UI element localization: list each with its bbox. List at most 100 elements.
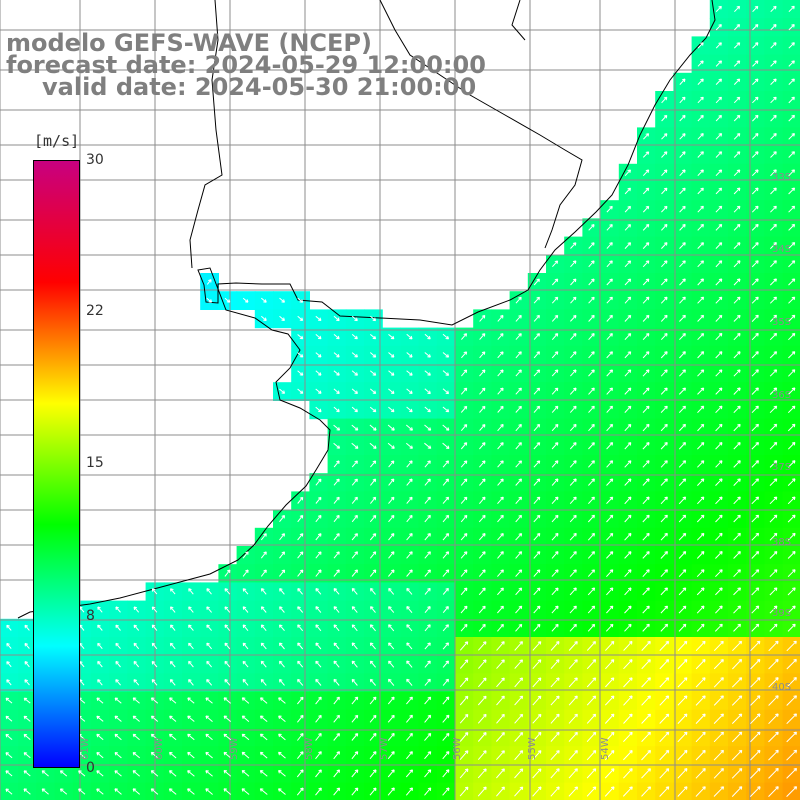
wind-arrow bbox=[479, 496, 486, 505]
wind-arrow bbox=[388, 660, 395, 668]
wind-arrow bbox=[715, 96, 722, 104]
wind-cell bbox=[600, 746, 620, 765]
wind-arrow bbox=[424, 460, 431, 468]
wind-cell bbox=[364, 509, 383, 529]
wind-arrow bbox=[660, 387, 668, 395]
wind-arrow bbox=[460, 623, 468, 632]
wind-cell bbox=[728, 746, 747, 765]
wind-arrow bbox=[770, 223, 777, 231]
wind-arrow bbox=[96, 770, 104, 777]
wind-cell bbox=[473, 746, 492, 765]
wind-arrow bbox=[169, 679, 176, 686]
wind-arrow bbox=[751, 405, 759, 414]
wind-arrow bbox=[297, 751, 304, 760]
wind-arrow bbox=[406, 333, 413, 340]
lon-label: 59W bbox=[229, 737, 240, 760]
wind-arrow bbox=[514, 786, 524, 797]
wind-arrow bbox=[496, 677, 505, 688]
wind-arrow bbox=[624, 187, 631, 195]
wind-arrow bbox=[369, 406, 377, 413]
wind-cell bbox=[746, 291, 765, 310]
wind-cell bbox=[691, 145, 711, 165]
wind-cell bbox=[382, 509, 401, 529]
wind-cell bbox=[673, 728, 693, 747]
border-path bbox=[189, 0, 583, 269]
wind-arrow bbox=[660, 405, 668, 413]
wind-cell bbox=[691, 764, 711, 784]
wind-arrow bbox=[424, 787, 432, 796]
wind-arrow bbox=[623, 640, 633, 651]
wind-arrow bbox=[750, 640, 761, 652]
wind-cell bbox=[546, 637, 565, 656]
wind-arrow bbox=[59, 788, 68, 795]
wind-arrow bbox=[442, 769, 450, 778]
wind-arrow bbox=[679, 169, 686, 177]
wind-cell bbox=[709, 309, 729, 329]
wind-arrow bbox=[733, 133, 741, 140]
wind-cell bbox=[691, 600, 711, 620]
wind-arrow bbox=[788, 332, 796, 341]
wind-arrow bbox=[241, 715, 250, 722]
wind-arrow bbox=[788, 223, 796, 231]
wind-cell bbox=[600, 673, 620, 693]
wind-cell bbox=[746, 127, 765, 147]
wind-cell bbox=[673, 109, 693, 128]
wind-cell bbox=[582, 291, 602, 310]
wind-arrow bbox=[369, 642, 376, 650]
wind-arrow bbox=[333, 642, 340, 650]
wind-arrow bbox=[606, 333, 613, 341]
wind-arrow bbox=[569, 478, 577, 486]
wind-arrow bbox=[588, 478, 595, 486]
colorbar-tick-30: 30 bbox=[86, 152, 104, 168]
wind-arrow bbox=[533, 369, 541, 377]
wind-arrow bbox=[769, 478, 778, 486]
wind-arrow bbox=[769, 441, 778, 450]
wind-cell bbox=[709, 509, 729, 529]
wind-arrow bbox=[23, 770, 31, 777]
wind-arrow bbox=[606, 478, 614, 486]
wind-arrow bbox=[369, 442, 377, 449]
wind-cell bbox=[400, 527, 420, 547]
wind-arrow bbox=[606, 224, 613, 231]
wind-cell bbox=[728, 163, 747, 183]
wind-cell bbox=[691, 527, 711, 547]
wind-cell bbox=[637, 473, 656, 492]
wind-cell bbox=[637, 145, 656, 165]
wind-arrow bbox=[460, 424, 468, 432]
wind-arrow bbox=[370, 606, 376, 613]
wind-arrow bbox=[406, 388, 413, 394]
wind-arrow bbox=[768, 695, 779, 706]
wind-cell bbox=[546, 582, 565, 602]
wind-cell bbox=[728, 18, 747, 37]
wind-arrow bbox=[678, 423, 686, 432]
wind-cell bbox=[691, 746, 711, 765]
wind-arrow bbox=[114, 733, 122, 741]
wind-arrow bbox=[315, 624, 322, 632]
wind-cell bbox=[564, 746, 583, 765]
wind-cell bbox=[637, 546, 656, 565]
wind-cell bbox=[582, 455, 602, 474]
wind-cell bbox=[473, 600, 492, 620]
wind-arrow bbox=[477, 786, 487, 797]
wind-cell bbox=[673, 145, 693, 165]
wind-arrow bbox=[752, 42, 759, 49]
wind-arrow bbox=[478, 587, 486, 596]
wind-cell bbox=[746, 327, 765, 347]
wind-cell bbox=[709, 109, 729, 128]
wind-cell bbox=[655, 491, 674, 511]
wind-cell bbox=[691, 491, 711, 511]
wind-arrow bbox=[424, 333, 431, 340]
wind-arrow bbox=[388, 533, 395, 541]
wind-arrow bbox=[333, 478, 340, 486]
wind-cell bbox=[600, 473, 620, 492]
wind-arrow bbox=[733, 369, 741, 377]
wind-cell bbox=[345, 527, 365, 547]
wind-arrow bbox=[532, 713, 542, 724]
wind-cell bbox=[491, 509, 511, 529]
wind-arrow bbox=[459, 750, 469, 761]
wind-arrow bbox=[769, 551, 778, 559]
wind-arrow bbox=[424, 514, 431, 523]
wind-arrow bbox=[187, 788, 195, 795]
wind-arrow bbox=[715, 205, 723, 213]
wind-arrow bbox=[769, 278, 777, 286]
